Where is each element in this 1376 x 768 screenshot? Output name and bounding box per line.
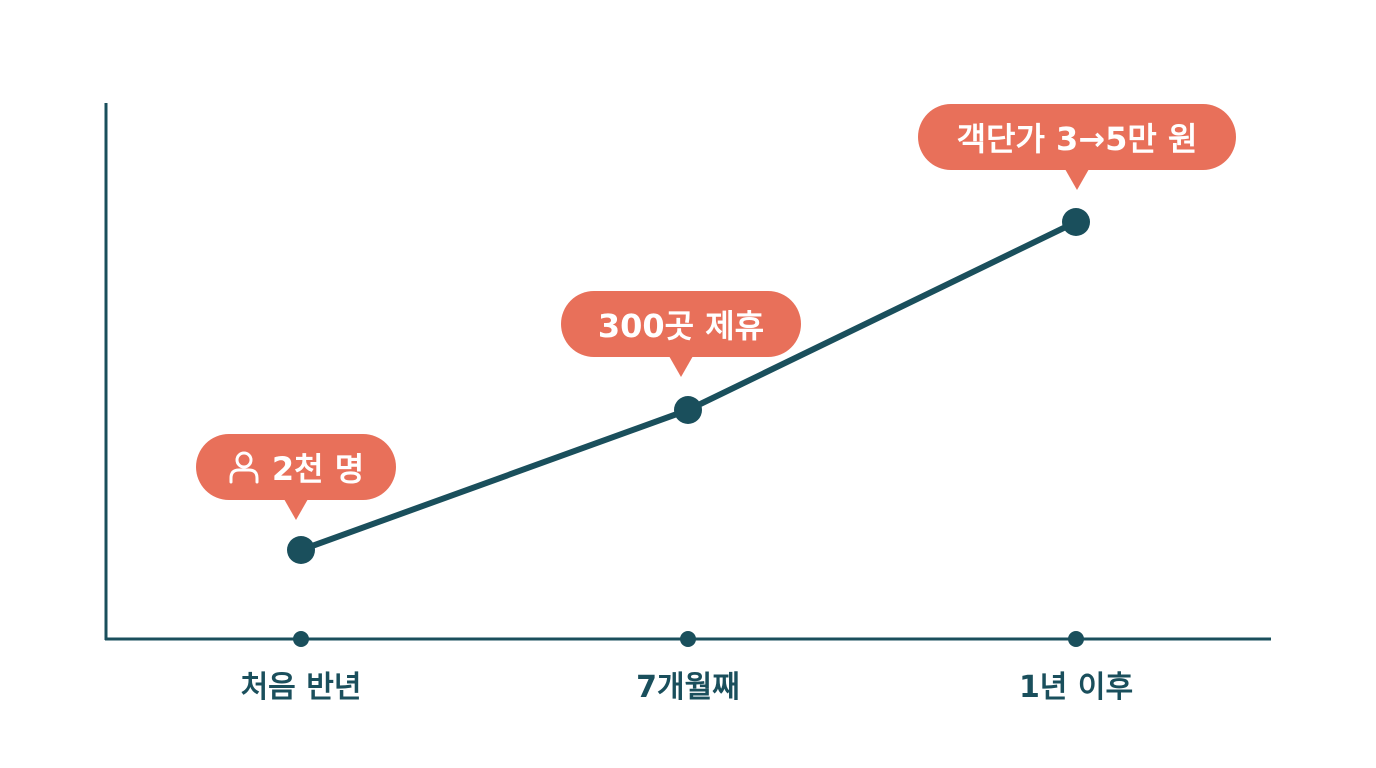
bubble-tail [669, 356, 693, 377]
bubble-tail [284, 499, 308, 520]
data-point [1062, 208, 1090, 236]
annotation-bubble-2: 300곳 제휴 [561, 291, 801, 377]
x-tick-dot [1068, 631, 1084, 647]
data-point [287, 536, 315, 564]
annotation-bubble-3: 객단가 3→5만 원 [918, 104, 1236, 190]
annotation-text: 300곳 제휴 [597, 307, 765, 345]
bubble-tail [1065, 169, 1089, 190]
x-tick-label: 7개월째 [636, 670, 740, 705]
annotation-bubble-1: 2천 명 [196, 434, 396, 520]
x-tick-label: 처음 반년 [240, 670, 362, 705]
annotation-text: 2천 명 [271, 450, 365, 488]
person-icon [228, 450, 260, 484]
data-point [674, 396, 702, 424]
data-line [299, 219, 1078, 553]
x-tick-dot [680, 631, 696, 647]
x-tick-label: 1년 이후 [1018, 670, 1134, 705]
x-tick-dot [293, 631, 309, 647]
annotation-text: 객단가 3→5만 원 [956, 120, 1198, 158]
